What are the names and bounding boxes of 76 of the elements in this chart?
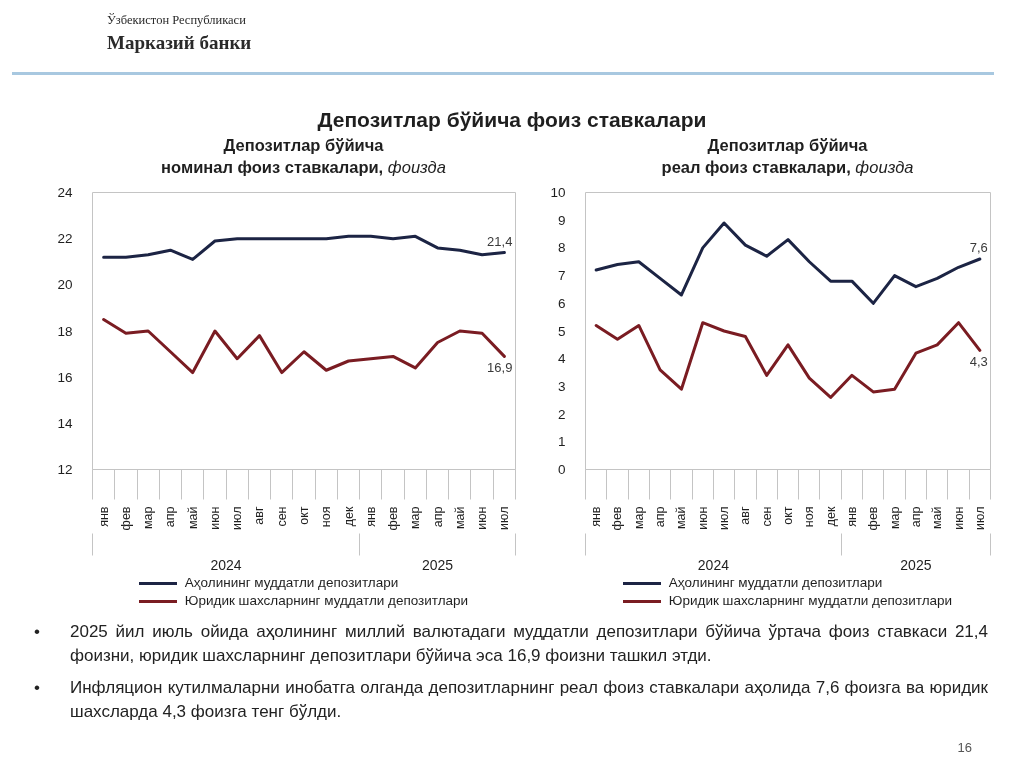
y-tick-label: 20 xyxy=(57,277,73,293)
x-tick-label: ноя xyxy=(319,506,334,528)
x-tick-label: мар xyxy=(141,506,156,529)
x-tick-label: июл xyxy=(497,506,512,530)
y-tick-label: 3 xyxy=(557,378,566,394)
x-tick-label: дек xyxy=(823,505,838,527)
y-tick-label: 22 xyxy=(57,231,73,247)
y-tick-label: 9 xyxy=(557,212,566,228)
legend-label: Юридик шахсларнинг муддатли депозитлари xyxy=(184,592,469,611)
text: 2024 xyxy=(210,556,242,573)
text: Ўзбекистон Республикаси xyxy=(107,12,246,29)
x-tick-label: мар xyxy=(887,506,902,529)
x-tick-label: янв xyxy=(844,506,859,527)
x-tick-label: июн xyxy=(207,506,222,530)
y-tick-label: 6 xyxy=(557,295,566,311)
y-tick-label: 2 xyxy=(557,406,566,422)
x-tick-label: май xyxy=(930,506,945,530)
x-tick-label: май xyxy=(674,506,689,530)
x-tick-label: апр xyxy=(653,506,668,528)
y-tick-label: 12 xyxy=(57,462,73,477)
chart-title: Депозитлар бўйича реал фоиз ставкалари, фоизда xyxy=(661,136,914,176)
y-tick-label: 5 xyxy=(557,323,566,339)
y-tick-label: 24 xyxy=(57,185,73,200)
x-tick-label: апр xyxy=(163,506,178,528)
legend-label: Аҳолининг муддатли депозитлари xyxy=(668,574,883,593)
x-tick-label: дек xyxy=(341,505,356,527)
text: 2025 xyxy=(422,556,454,573)
x-tick-label: фев xyxy=(118,506,133,531)
x-tick-label: июл xyxy=(717,506,732,530)
y-tick-label: 16 xyxy=(57,369,73,385)
text: Марказий банки xyxy=(107,31,252,55)
data-label: 21,4 xyxy=(487,233,513,249)
x-tick-label: окт xyxy=(297,506,311,525)
x-tick-label: авг xyxy=(738,506,753,525)
x-tick-label: июл xyxy=(230,506,245,530)
x-tick-label: фев xyxy=(866,506,881,531)
data-label: 16,9 xyxy=(487,360,513,376)
y-tick-label: 8 xyxy=(557,240,566,256)
y-tick-label: 7 xyxy=(557,268,566,284)
x-tick-label: сен xyxy=(759,506,774,527)
text: 2025 xyxy=(900,556,932,573)
legend-label: Аҳолининг муддатли депозитлари xyxy=(184,574,399,593)
x-tick-label: июн xyxy=(475,506,490,530)
legend-label: Юридик шахсларнинг муддатли депозитлари xyxy=(668,592,953,611)
x-tick-label: июл xyxy=(972,506,987,530)
y-tick-label: 0 xyxy=(557,462,566,477)
y-tick-label: 14 xyxy=(57,415,73,431)
data-label: 7,6 xyxy=(969,239,988,255)
y-tick-label: 18 xyxy=(57,323,73,339)
x-tick-label: июн xyxy=(695,506,710,530)
x-tick-label: окт xyxy=(781,506,795,525)
x-tick-label: май xyxy=(452,506,467,530)
x-tick-label: апр xyxy=(908,506,923,528)
text: 2024 xyxy=(697,556,730,573)
x-tick-label: сен xyxy=(274,506,289,527)
y-tick-label: 4 xyxy=(557,351,566,367)
x-tick-label: авг xyxy=(252,506,267,525)
y-tick-label: 10 xyxy=(550,185,566,200)
x-tick-label: апр xyxy=(430,506,445,528)
x-tick-label: июн xyxy=(951,506,966,530)
text: • 2025 йил июль ойида аҳолининг миллий валютадаги муддатли депозитлари бўйича ўртача фоиз ставкаси 21,4 фоизни, юридик шахсларнинг депозитлари бўйича эса 16,9 фоизни ташкил этди. xyxy=(34,622,988,665)
x-tick-label: мар xyxy=(408,506,423,529)
x-tick-label: янв xyxy=(589,506,604,527)
x-tick-label: фев xyxy=(610,506,625,531)
data-label: 4,3 xyxy=(969,354,988,370)
text: 16 xyxy=(957,740,972,756)
text: Депозитлар бўйича фоиз ставкалари xyxy=(316,108,708,132)
x-tick-label: мар xyxy=(631,506,646,529)
y-tick-label: 1 xyxy=(557,434,566,450)
x-tick-label: май xyxy=(185,506,200,530)
x-tick-label: янв xyxy=(363,506,378,527)
x-tick-label: ноя xyxy=(802,506,817,528)
chart-title: Депозитлар бўйича номинал фоиз ставкалари, фоизда xyxy=(161,136,446,176)
x-tick-label: фев xyxy=(386,506,401,531)
text: • Инфляцион кутилмаларни инобатга олганда депозитларнинг реал фоиз ставкалари аҳолида 7,6 фоизга ва юридик шахсларда 4,3 фоизга тенг бўлди. xyxy=(34,678,988,721)
x-tick-label: янв xyxy=(96,506,111,527)
